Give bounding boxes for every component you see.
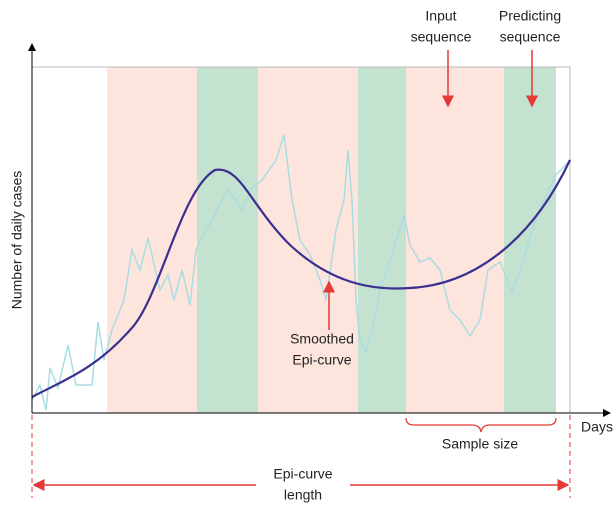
smoothed-curve <box>31 159 571 398</box>
length-label: length <box>284 487 322 503</box>
length-label: Epi-curve <box>273 466 332 482</box>
predict-label: Predicting <box>499 8 561 24</box>
input-label: sequence <box>411 29 472 45</box>
sample-brace <box>405 417 557 433</box>
y-axis-label: Number of daily cases <box>9 171 25 310</box>
x-axis-label: Days <box>581 419 613 435</box>
bands <box>107 67 556 413</box>
predict-label: sequence <box>500 29 561 45</box>
input-band <box>258 67 358 413</box>
input-band <box>107 67 197 413</box>
smoothed-label: Smoothed <box>290 331 354 347</box>
plot-frame <box>32 66 571 413</box>
raw-curve <box>31 134 571 411</box>
input-label: Input <box>425 8 456 24</box>
smoothed-label: Epi-curve <box>292 352 351 368</box>
sample-size-label: Sample size <box>442 436 518 452</box>
predict-band <box>358 67 406 413</box>
input-band <box>406 67 504 413</box>
predict-band <box>504 67 556 413</box>
predict-band <box>197 67 258 413</box>
